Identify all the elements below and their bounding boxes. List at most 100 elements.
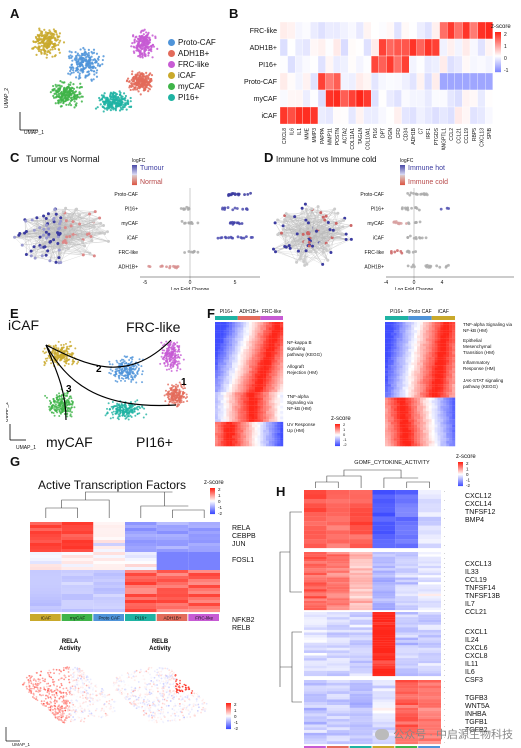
f-cell (251, 357, 255, 360)
fc-legend-step (132, 173, 137, 175)
f-cell (271, 357, 275, 360)
heatmap-b-col-label: PI16 (373, 128, 379, 139)
cell-point (78, 91, 81, 94)
network-node (321, 215, 325, 219)
fc-legend-step (132, 172, 137, 174)
network-edge (310, 208, 335, 230)
network-node (64, 206, 68, 210)
network-edge (18, 235, 41, 248)
network-edge (33, 218, 55, 247)
network-node (293, 215, 297, 219)
f-cell (268, 378, 272, 382)
cell-point (49, 35, 52, 38)
cell-point (175, 369, 178, 372)
cell-point (100, 94, 103, 97)
fc-point (422, 192, 426, 195)
cell-point (63, 392, 66, 395)
cell-point (76, 86, 79, 89)
cell-point (128, 358, 131, 361)
network-node (29, 254, 33, 258)
f-cell (274, 327, 278, 331)
cell-point (123, 362, 126, 365)
f-cell (232, 367, 236, 371)
f-cell (226, 367, 230, 371)
cell-point (87, 64, 90, 67)
cell-point (70, 66, 73, 69)
heatmap-b-scale-step (495, 54, 501, 56)
cell-point (126, 369, 129, 372)
cell-point (70, 51, 73, 54)
fc-point (168, 265, 172, 268)
network-edge (317, 206, 344, 236)
heatmap-b-cell (416, 38, 425, 57)
f-cell (254, 332, 258, 336)
fc-point (226, 206, 230, 209)
cell-point (131, 371, 134, 374)
network-edge (72, 221, 93, 241)
network-node (273, 221, 277, 225)
cell-point (166, 364, 169, 367)
cell-point (45, 396, 48, 399)
f-cell (226, 346, 230, 350)
fc-point (408, 234, 412, 238)
cell-point (59, 39, 62, 42)
f-cell (246, 367, 250, 371)
network-node (73, 225, 77, 229)
cell-point (37, 45, 40, 48)
fc-legend-step (132, 174, 137, 176)
cell-point (123, 97, 126, 100)
cell-point (106, 407, 109, 410)
network-node (313, 219, 317, 223)
cell-point (85, 52, 88, 56)
cell-point (114, 91, 117, 95)
f-cell (280, 343, 284, 347)
cell-point (125, 108, 128, 111)
network-edge (64, 212, 94, 223)
network-node (341, 225, 345, 229)
f-cell (260, 357, 264, 360)
network-node (89, 235, 93, 239)
f-cell (215, 357, 219, 360)
heatmap-b-cell (371, 21, 379, 40)
cell-point (95, 52, 99, 55)
legend-label: ADH1B+ (178, 49, 210, 58)
fc-legend-step (132, 184, 137, 186)
cell-point (117, 415, 120, 418)
cell-point (125, 371, 128, 374)
f-cell (257, 338, 261, 341)
network-edge (31, 255, 47, 256)
fc-legend-step (400, 176, 405, 178)
network-edge (47, 250, 84, 256)
f-cell (243, 365, 247, 368)
cell-point (44, 44, 47, 48)
network-node (64, 241, 68, 245)
f-cell (251, 351, 255, 355)
cell-point (48, 41, 51, 45)
cell-point (53, 92, 56, 95)
network-edge (19, 233, 62, 237)
cell-point (117, 418, 120, 421)
heatmap-b-col-label: SPIB (487, 127, 493, 139)
cell-point (71, 358, 74, 361)
cell-point (134, 400, 137, 403)
network-node (329, 251, 333, 255)
fc-legend-step (132, 175, 137, 177)
panel-c-label: C (10, 150, 20, 165)
cell-point (44, 357, 47, 360)
cell-point (118, 90, 121, 93)
f-cell (260, 338, 264, 341)
cell-point (138, 54, 141, 57)
cell-point (67, 347, 70, 350)
network-edge (24, 232, 46, 247)
f-cell (220, 346, 224, 350)
network-node (314, 250, 318, 254)
f-cell (240, 381, 244, 385)
legend-label: PI16+ (178, 93, 200, 102)
heatmap-b-cell (424, 106, 433, 125)
f-cell (260, 340, 264, 344)
heatmap-b-scale-step (495, 68, 501, 70)
cell-point (136, 373, 139, 376)
fc-point (243, 193, 246, 196)
f-cell (271, 327, 275, 331)
network-node (106, 239, 110, 243)
